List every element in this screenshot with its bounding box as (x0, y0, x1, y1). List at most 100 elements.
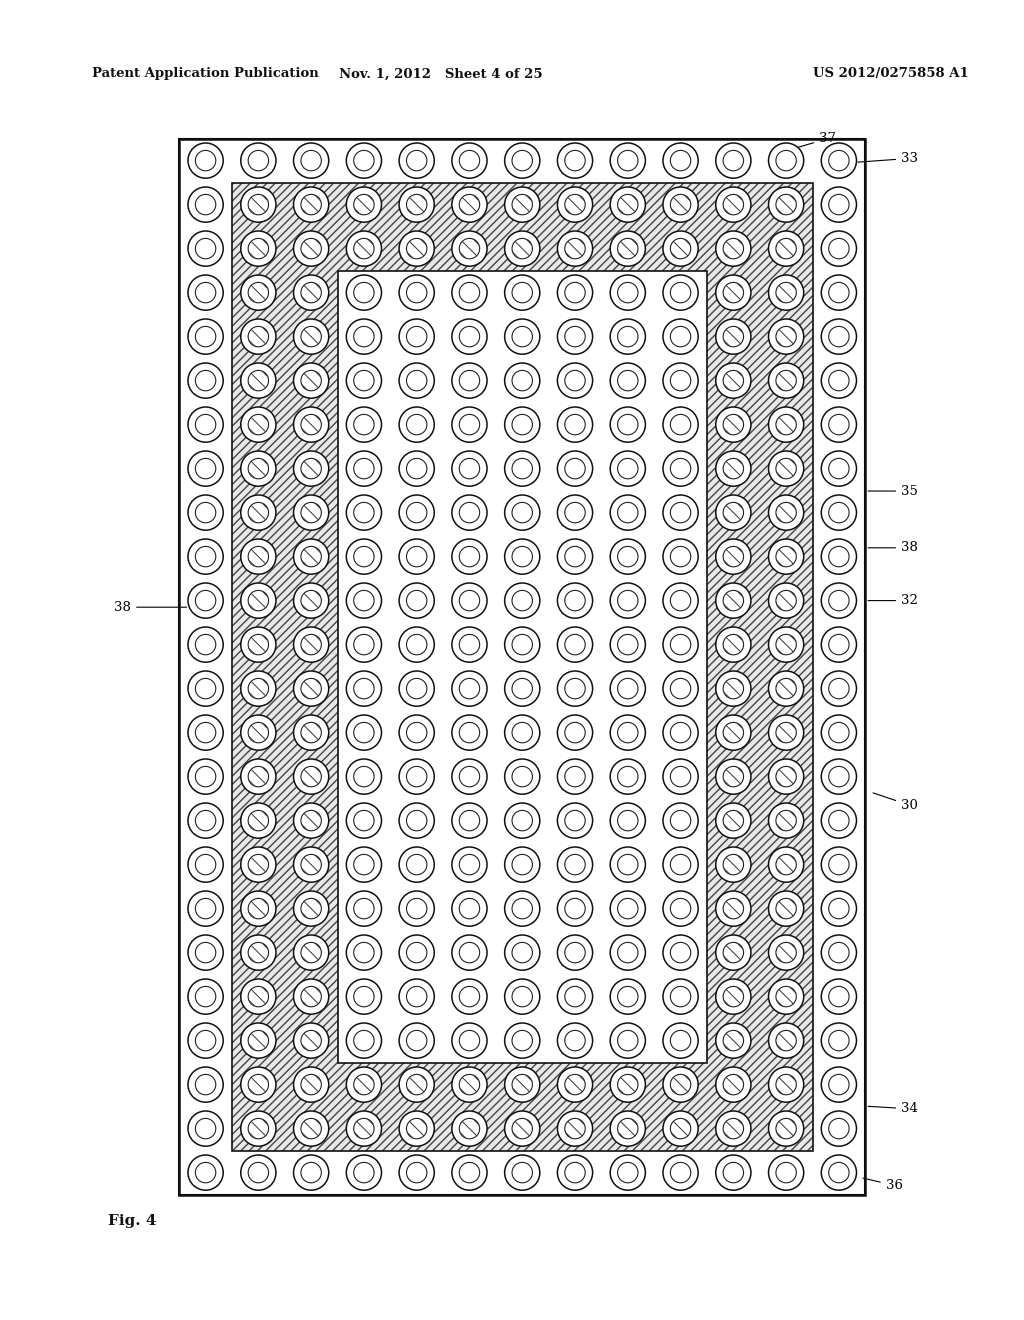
Ellipse shape (248, 635, 268, 655)
Ellipse shape (399, 231, 434, 267)
Ellipse shape (557, 187, 593, 222)
Ellipse shape (716, 847, 751, 882)
Ellipse shape (248, 150, 268, 170)
Ellipse shape (301, 371, 322, 391)
Ellipse shape (671, 371, 691, 391)
Ellipse shape (821, 803, 856, 838)
Ellipse shape (301, 1031, 322, 1051)
Ellipse shape (512, 414, 532, 434)
Ellipse shape (248, 503, 268, 523)
Ellipse shape (452, 1111, 487, 1146)
Ellipse shape (248, 1118, 268, 1139)
Ellipse shape (407, 767, 427, 787)
Ellipse shape (248, 590, 268, 611)
Ellipse shape (346, 583, 382, 618)
Ellipse shape (407, 810, 427, 830)
Ellipse shape (512, 899, 532, 919)
Ellipse shape (241, 627, 275, 663)
Ellipse shape (301, 150, 322, 170)
Ellipse shape (346, 1023, 382, 1059)
Ellipse shape (617, 503, 638, 523)
Ellipse shape (776, 590, 797, 611)
Ellipse shape (452, 319, 487, 354)
Ellipse shape (769, 583, 804, 618)
Ellipse shape (828, 854, 849, 875)
Ellipse shape (301, 722, 322, 743)
Ellipse shape (248, 546, 268, 566)
Ellipse shape (610, 715, 645, 750)
Ellipse shape (301, 635, 322, 655)
Ellipse shape (565, 194, 586, 215)
Ellipse shape (671, 1118, 691, 1139)
Ellipse shape (610, 451, 645, 486)
Ellipse shape (399, 1111, 434, 1146)
Ellipse shape (346, 803, 382, 838)
Ellipse shape (407, 590, 427, 611)
Ellipse shape (353, 1118, 374, 1139)
Ellipse shape (241, 187, 275, 222)
Ellipse shape (663, 979, 698, 1014)
Ellipse shape (828, 722, 849, 743)
Ellipse shape (353, 239, 374, 259)
Ellipse shape (399, 847, 434, 882)
Ellipse shape (452, 583, 487, 618)
Ellipse shape (407, 899, 427, 919)
Ellipse shape (565, 371, 586, 391)
Ellipse shape (557, 407, 593, 442)
Ellipse shape (301, 194, 322, 215)
Ellipse shape (776, 1163, 797, 1183)
Ellipse shape (769, 1155, 804, 1191)
Ellipse shape (301, 546, 322, 566)
Ellipse shape (353, 282, 374, 302)
Ellipse shape (663, 451, 698, 486)
Ellipse shape (663, 1023, 698, 1059)
Ellipse shape (459, 767, 479, 787)
Ellipse shape (617, 635, 638, 655)
Ellipse shape (459, 1074, 479, 1094)
Ellipse shape (557, 715, 593, 750)
Ellipse shape (663, 1067, 698, 1102)
Ellipse shape (557, 143, 593, 178)
Ellipse shape (671, 635, 691, 655)
Ellipse shape (610, 671, 645, 706)
Ellipse shape (294, 495, 329, 531)
Ellipse shape (716, 275, 751, 310)
Ellipse shape (716, 891, 751, 927)
Ellipse shape (776, 282, 797, 302)
Ellipse shape (505, 891, 540, 927)
Ellipse shape (776, 635, 797, 655)
Ellipse shape (241, 803, 275, 838)
Ellipse shape (241, 143, 275, 178)
Ellipse shape (241, 1111, 275, 1146)
Ellipse shape (716, 935, 751, 970)
Ellipse shape (776, 239, 797, 259)
Ellipse shape (663, 627, 698, 663)
Ellipse shape (353, 1074, 374, 1094)
Ellipse shape (188, 891, 223, 927)
Ellipse shape (663, 803, 698, 838)
Ellipse shape (610, 539, 645, 574)
Ellipse shape (353, 722, 374, 743)
Ellipse shape (459, 810, 479, 830)
Ellipse shape (196, 239, 216, 259)
Ellipse shape (769, 935, 804, 970)
Ellipse shape (769, 187, 804, 222)
Ellipse shape (188, 363, 223, 399)
Ellipse shape (821, 539, 856, 574)
Ellipse shape (723, 854, 743, 875)
Ellipse shape (617, 1118, 638, 1139)
Ellipse shape (610, 231, 645, 267)
Ellipse shape (346, 275, 382, 310)
Ellipse shape (248, 458, 268, 479)
Ellipse shape (828, 678, 849, 698)
Ellipse shape (610, 803, 645, 838)
Ellipse shape (452, 275, 487, 310)
Ellipse shape (353, 590, 374, 611)
Ellipse shape (663, 495, 698, 531)
Ellipse shape (821, 627, 856, 663)
Ellipse shape (294, 583, 329, 618)
Ellipse shape (241, 407, 275, 442)
Ellipse shape (196, 942, 216, 962)
Ellipse shape (241, 759, 275, 795)
Ellipse shape (610, 143, 645, 178)
